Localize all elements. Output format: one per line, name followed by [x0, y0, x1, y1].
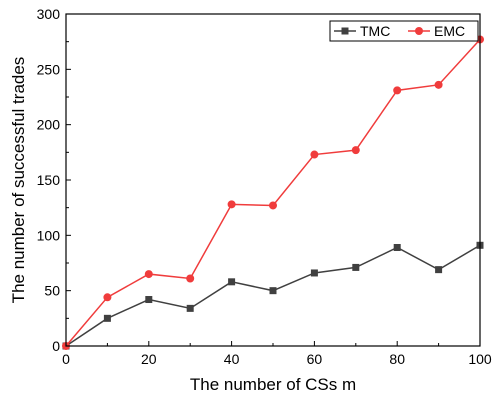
data-point-emc — [103, 293, 112, 302]
x-axis-title: The number of CSs m — [190, 375, 356, 394]
series-line-emc — [65, 38, 481, 347]
data-point-tmc — [352, 263, 360, 271]
series-layer — [62, 35, 484, 350]
legend-marker-emc — [415, 27, 423, 35]
legend-label-emc: EMC — [434, 23, 465, 39]
x-tick-label: 60 — [307, 351, 323, 367]
data-point-emc — [144, 270, 153, 279]
x-tick-label: 40 — [224, 351, 240, 367]
data-point-tmc — [145, 296, 153, 304]
data-point-emc — [434, 80, 443, 89]
data-point-tmc — [393, 244, 401, 252]
data-point-emc — [310, 150, 319, 159]
data-point-emc — [186, 274, 195, 283]
x-tick-label: 0 — [62, 351, 70, 367]
y-tick-label: 0 — [52, 338, 60, 354]
data-point-tmc — [103, 314, 111, 322]
legend-marker-tmc — [341, 27, 349, 35]
y-tick-label: 200 — [37, 117, 61, 133]
data-point-tmc — [435, 266, 443, 274]
data-point-emc — [393, 86, 402, 95]
data-point-tmc — [228, 278, 236, 286]
legend: TMC EMC — [329, 20, 479, 42]
y-tick-label: 250 — [37, 61, 61, 77]
series-tmc — [62, 241, 484, 350]
y-tick-label: 50 — [44, 283, 60, 299]
x-tick-label: 20 — [141, 351, 157, 367]
y-tick-label: 100 — [37, 227, 61, 243]
plot-frame — [65, 13, 481, 347]
legend-label-tmc: TMC — [360, 23, 390, 39]
x-tick-label: 100 — [468, 351, 492, 367]
x-tick-label: 80 — [389, 351, 405, 367]
series-line-tmc — [65, 244, 481, 347]
series-emc — [62, 35, 484, 350]
data-point-tmc — [310, 269, 318, 277]
data-point-emc — [351, 146, 360, 155]
y-tick-label: 300 — [37, 6, 61, 22]
y-axis-title: The number of successful trades — [9, 57, 28, 304]
data-point-emc — [227, 200, 236, 209]
axis-ticks: 0 20 40 60 80 100 0 50 100 150 200 250 300 — [37, 6, 492, 367]
data-point-tmc — [269, 287, 277, 295]
y-tick-label: 150 — [37, 172, 61, 188]
data-point-tmc — [186, 304, 194, 312]
data-point-emc — [269, 201, 277, 210]
legend-box — [329, 20, 479, 42]
